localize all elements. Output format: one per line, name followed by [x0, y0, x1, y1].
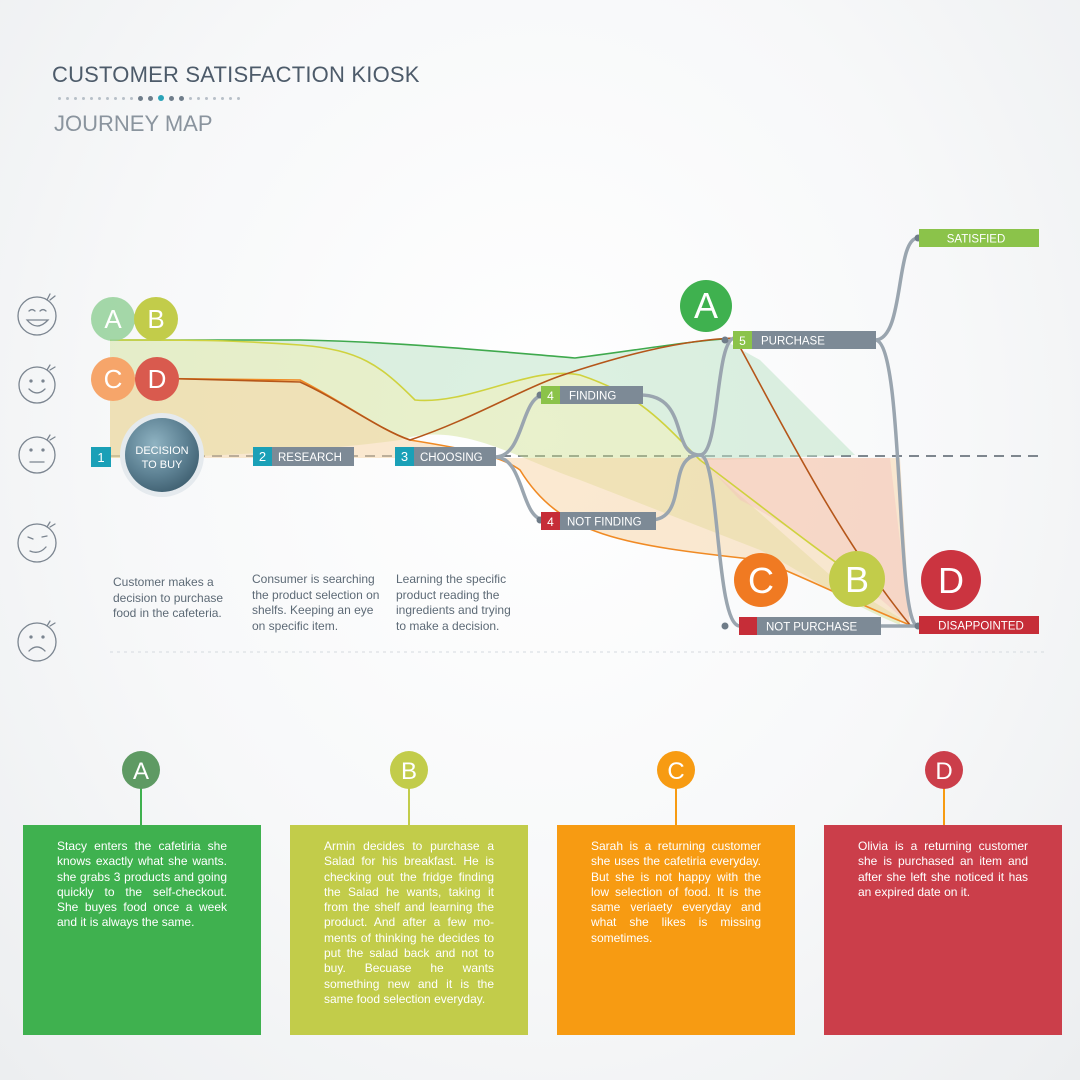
- marker-b-end-label: B: [845, 559, 869, 600]
- outcome-satisfied: SATISFIED: [919, 229, 1039, 247]
- decision-ball: [125, 418, 199, 492]
- legend-marker-b: [390, 751, 428, 789]
- step-choosing-label: CHOOSING: [420, 452, 483, 464]
- step-research-label: RESEARCH: [278, 452, 342, 464]
- marker-a-end-label: A: [694, 285, 718, 326]
- step-research: 2 RESEARCH: [253, 447, 354, 466]
- persona-b-curve-line: [109, 339, 859, 579]
- marker-c-end: [734, 553, 788, 607]
- step-not-finding-label: NOT FINDING: [567, 517, 642, 529]
- step-research-number: 2: [259, 449, 266, 464]
- step-finding-label: FINDING: [569, 391, 616, 403]
- legend-marker-c: [657, 751, 695, 789]
- step-not-purchase-label: NOT PURCHASE: [766, 622, 857, 634]
- persona-d-curve-line: [149, 337, 911, 626]
- persona-a-card: Stacy enters the cafetiria she knows exa…: [23, 825, 261, 1035]
- step-decision: 1 DECISION TO BUY: [91, 413, 204, 497]
- marker-a-end: [680, 280, 732, 332]
- step-decision-label-2: TO BUY: [142, 459, 183, 471]
- legend-marker-c-label: C: [667, 758, 684, 785]
- page-title: CUSTOMER SATISFACTION KIOSK: [52, 62, 420, 87]
- legend-marker-a-label: A: [133, 758, 149, 785]
- step-not-purchase: NOT PURCHASE: [739, 617, 881, 635]
- legend-marker-d: [925, 751, 963, 789]
- step-decision-label-1: DECISION: [135, 445, 188, 457]
- outcome-satisfied-label: SATISFIED: [947, 234, 1006, 246]
- marker-d-end: [921, 550, 981, 610]
- step-finding-number: 4: [547, 389, 554, 403]
- step-purchase-number: 5: [739, 334, 746, 348]
- marker-b-start-label: B: [147, 304, 164, 334]
- step-choosing-number: 3: [401, 449, 408, 464]
- laughing-face-icon: [17, 293, 57, 336]
- neutral-face-icon: [18, 434, 56, 474]
- page-subtitle: JOURNEY MAP: [54, 111, 213, 136]
- legend-marker-b-label: B: [401, 758, 417, 785]
- outcome-disappointed-label: DISAPPOINTED: [938, 621, 1024, 633]
- marker-d-end-label: D: [938, 560, 964, 601]
- step-purchase: 5 PURCHASE: [733, 331, 876, 349]
- marker-b-start: [134, 297, 178, 341]
- step-choosing: 3 CHOOSING: [395, 447, 496, 466]
- outcome-disappointed: DISAPPOINTED: [919, 616, 1039, 634]
- sad-face-icon: [17, 620, 57, 662]
- persona-d-card: Olivia is a returning customer she is pu…: [824, 825, 1062, 1035]
- marker-b-end: [829, 551, 885, 607]
- step-research-description: Consumer is searching the product select…: [252, 572, 380, 633]
- flow-track: [493, 236, 920, 628]
- title-divider-dots: [58, 95, 240, 101]
- smirking-face-icon: [17, 521, 57, 563]
- marker-c-start-label: C: [104, 364, 123, 394]
- marker-d-start: [135, 357, 179, 401]
- persona-a-curve-area: [110, 338, 855, 460]
- step-purchase-label: PURCHASE: [761, 336, 825, 348]
- step-finding: 4 FINDING: [541, 386, 643, 404]
- marker-a-start: [91, 297, 135, 341]
- step-not-finding-number: 4: [547, 515, 554, 529]
- marker-d-start-label: D: [148, 364, 167, 394]
- legend-marker-a: [122, 751, 160, 789]
- step-choosing-description: Learning the specific product reading th…: [396, 572, 511, 633]
- step-decision-description: Customer makes a decision to purchase fo…: [113, 575, 224, 620]
- persona-c-curve-area: [110, 378, 910, 625]
- persona-c-card: Sarah is a returning customer she uses t…: [557, 825, 795, 1035]
- smiling-face-icon: [18, 364, 56, 404]
- legend-marker-d-label: D: [935, 758, 952, 785]
- marker-c-end-label: C: [748, 560, 774, 601]
- step-decision-number: 1: [97, 450, 104, 465]
- persona-b-card: Armin decides to purchase a Salad for hi…: [290, 825, 528, 1035]
- step-not-finding: 4 NOT FINDING: [541, 512, 656, 530]
- marker-a-start-label: A: [104, 304, 122, 334]
- marker-c-start: [91, 357, 135, 401]
